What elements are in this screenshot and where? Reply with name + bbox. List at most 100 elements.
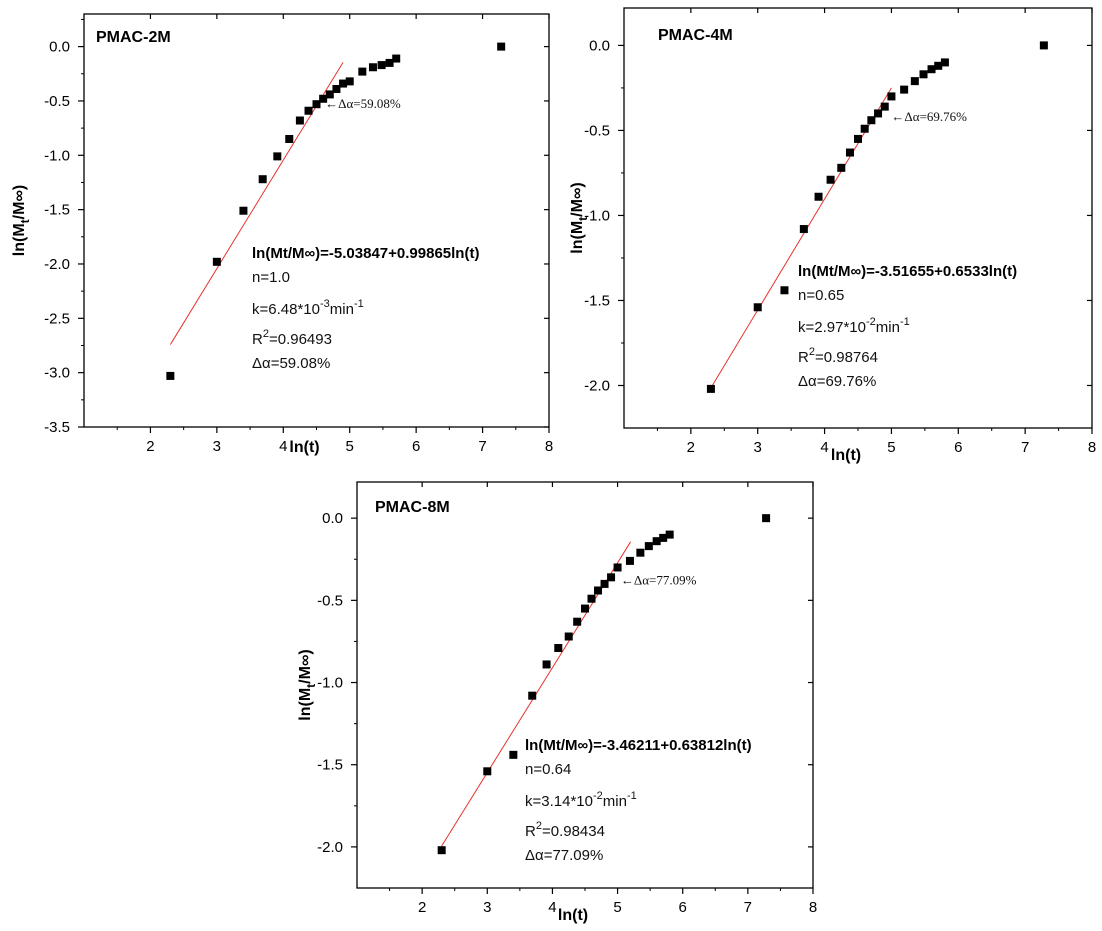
data-point <box>900 85 909 94</box>
r-squared-main: R <box>798 349 809 366</box>
data-point <box>837 163 846 172</box>
k-value-exponent: -2 <box>593 790 603 802</box>
k-value-main: k=3.14*10 <box>525 793 593 810</box>
data-point <box>826 175 835 184</box>
r-squared-exponent: 2 <box>536 820 542 832</box>
data-point <box>854 134 862 143</box>
y-tick-label: -3.0 <box>44 365 70 382</box>
y-axis-label-rest: /M∞) <box>297 649 314 684</box>
k-value-unit: min <box>603 793 627 810</box>
data-point <box>934 61 943 70</box>
data-point <box>385 58 394 67</box>
data-point <box>753 303 762 312</box>
x-tick-label: 5 <box>887 439 895 456</box>
data-point <box>594 586 603 595</box>
data-point <box>887 92 896 101</box>
chart-title: PMAC-4M <box>658 27 733 44</box>
r-squared-value: R2=0.98434 <box>525 820 605 840</box>
data-point <box>285 134 294 143</box>
fit-equation: ln(Mt/M∞)=-5.03847+0.99865ln(t) <box>252 245 479 262</box>
x-tick-label: 4 <box>820 439 828 456</box>
k-value-exponent: -2 <box>866 316 876 328</box>
data-point <box>345 77 354 86</box>
y-tick-label: -2.5 <box>44 310 70 327</box>
data-point <box>867 116 876 125</box>
y-axis-label-rest: /M∞) <box>569 182 586 217</box>
y-axis-label-sub: t <box>576 217 590 221</box>
x-tick-label: 2 <box>146 438 154 455</box>
chart-title: PMAC-2M <box>96 29 171 46</box>
data-point <box>659 533 668 542</box>
data-point <box>874 109 883 118</box>
data-point <box>437 846 446 855</box>
data-point <box>319 94 328 103</box>
x-tick-label: 4 <box>548 899 556 916</box>
delta-alpha-value: Δα=69.76% <box>798 373 876 390</box>
data-point <box>581 604 589 613</box>
y-axis-label-main: ln(M <box>297 688 314 721</box>
data-point <box>910 77 919 86</box>
n-value: n=0.64 <box>525 761 571 778</box>
x-tick-label: 8 <box>809 899 817 916</box>
y-tick-label: -2.0 <box>317 839 343 856</box>
data-point <box>860 124 869 133</box>
data-point <box>554 644 563 653</box>
data-point <box>339 79 348 88</box>
data-point <box>644 542 653 551</box>
fit-equation: ln(Mt/M∞)=-3.51655+0.6533ln(t) <box>798 263 1017 280</box>
delta-alpha-arrow-label: ←Δα=77.09% <box>621 573 697 588</box>
data-point <box>845 148 854 157</box>
k-value-main: k=2.97*10 <box>798 319 866 336</box>
y-tick-label: -1.5 <box>584 292 610 309</box>
x-tick-label: 6 <box>679 899 687 916</box>
data-point <box>368 63 377 72</box>
data-point <box>509 750 518 759</box>
y-tick-label: -1.0 <box>584 207 610 224</box>
y-tick-label: -3.5 <box>44 419 70 436</box>
r-squared-value: R2=0.98764 <box>798 346 878 366</box>
data-point <box>273 152 282 161</box>
data-point <box>528 691 537 700</box>
k-value-unit-exponent: -1 <box>354 298 364 310</box>
data-point <box>542 660 551 669</box>
fit-line <box>169 62 344 345</box>
delta-alpha-arrow-label: ←Δα=59.08% <box>325 96 401 111</box>
chart-panel-pmac-2m: 2 3 4 5 6 7 8 0.0 -0.5 -1.0 -1.5 -2.0 -2.5 -3.0 -3.5 ln… <box>0 0 560 466</box>
chart-title: PMAC-8M <box>375 499 450 516</box>
data-point <box>625 556 634 565</box>
y-tick-label: -0.5 <box>584 122 610 139</box>
x-tick-label: 6 <box>412 438 420 455</box>
chart-panel-pmac-4m: 2 3 4 5 6 7 8 0.0 -0.5 -1.0 -1.5 -2.0 ln(t) ln(Mt/M∞)… <box>560 0 1102 466</box>
y-tick-label: -1.0 <box>44 147 70 164</box>
x-tick-label: 8 <box>1088 439 1096 456</box>
chart-panel-pmac-8m: 2 3 4 5 6 7 8 0.0 -0.5 -1.0 -1.5 -2.0 ln(t) ln(Mt/M∞)… <box>290 470 830 931</box>
data-point <box>587 594 596 603</box>
data-point <box>940 58 949 67</box>
y-tick-label: 0.0 <box>49 39 70 56</box>
x-tick-label: 6 <box>954 439 962 456</box>
chart-pmac-2m: 2 3 4 5 6 7 8 0.0 -0.5 -1.0 -1.5 -2.0 -2.5 -3.0 -3.5 ln… <box>11 13 553 456</box>
y-axis-label-sub: t <box>304 684 318 688</box>
data-point <box>636 548 645 557</box>
chart-pmac-4m: 2 3 4 5 6 7 8 0.0 -0.5 -1.0 -1.5 -2.0 ln(t) ln(Mt/M∞)… <box>569 7 1096 464</box>
data-point <box>212 257 221 266</box>
data-point <box>377 61 386 70</box>
y-tick-label: -1.5 <box>317 757 343 774</box>
y-axis-label-main: ln(M <box>569 221 586 254</box>
data-point <box>304 106 313 115</box>
k-value-unit-exponent: -1 <box>627 790 637 802</box>
y-tick-label: -2.0 <box>44 256 70 273</box>
k-value: k=3.14*10-2min-1 <box>525 790 637 810</box>
k-value-unit-exponent: -1 <box>900 316 910 328</box>
y-tick-label: -1.5 <box>44 202 70 219</box>
data-point <box>780 286 789 295</box>
y-tick-label: -2.0 <box>584 377 610 394</box>
x-tick-label: 8 <box>545 438 553 455</box>
data-point <box>166 371 175 380</box>
data-point <box>573 617 582 626</box>
y-tick-label: -0.5 <box>317 592 343 609</box>
y-axis-label-sub: t <box>18 219 32 223</box>
x-tick-label: 3 <box>754 439 762 456</box>
data-point <box>814 192 823 201</box>
k-value-main: k=6.48*10 <box>252 301 320 318</box>
